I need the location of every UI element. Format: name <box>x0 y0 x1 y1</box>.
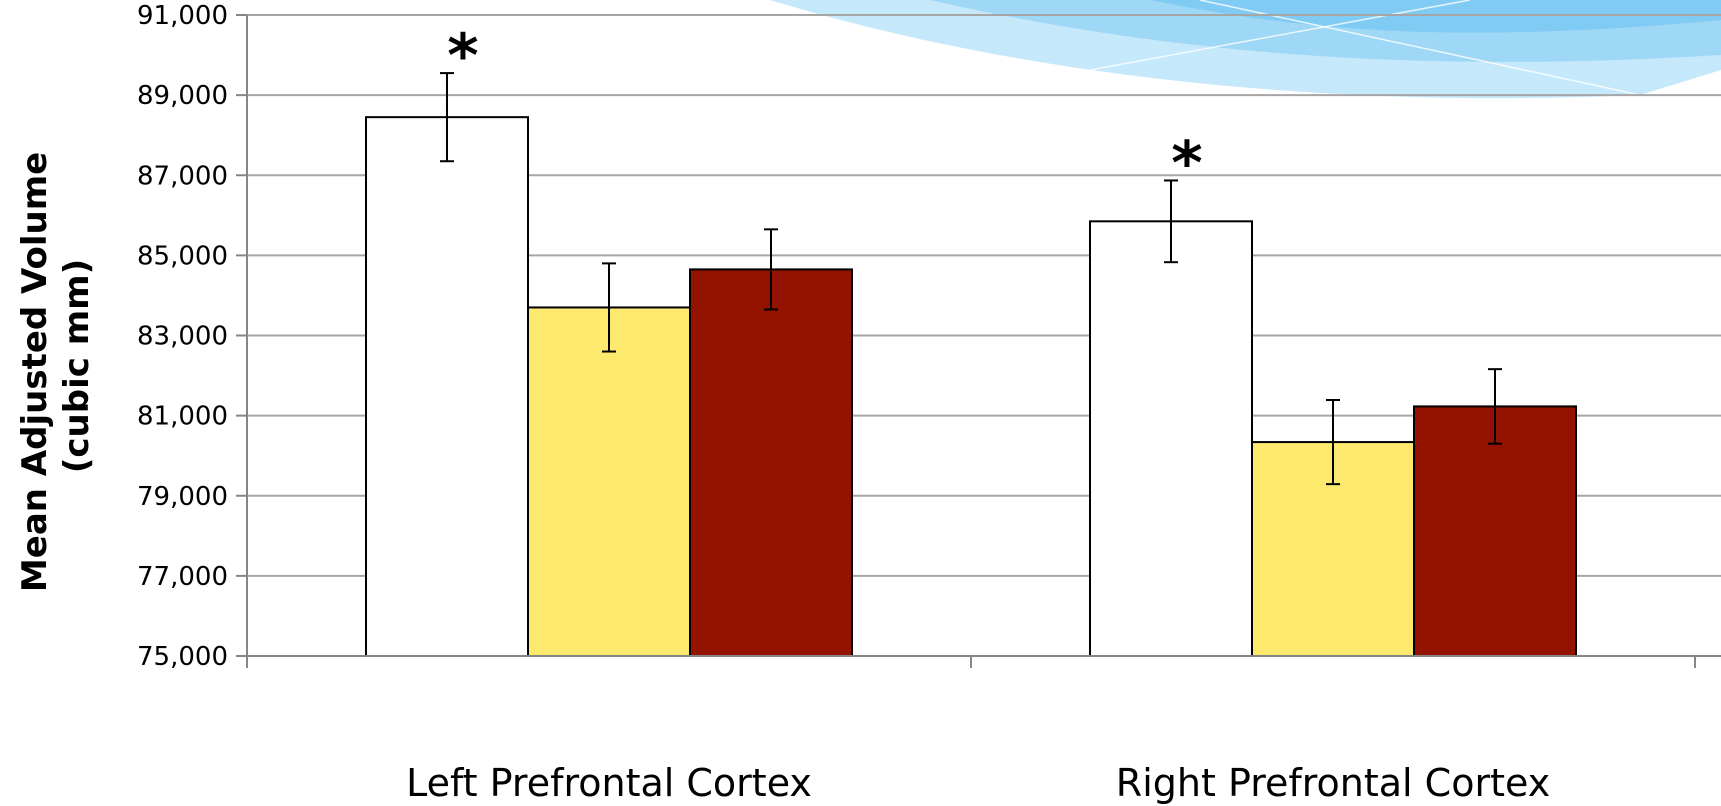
swoosh-shape-dark <box>1150 0 1721 33</box>
y-tick-label: 87,000 <box>137 161 228 191</box>
significance-asterisk: * <box>447 21 478 91</box>
x-category-label: Left Prefrontal Cortex <box>406 761 812 805</box>
x-category-label: Right Prefrontal Cortex <box>1116 761 1550 805</box>
y-tick-label: 81,000 <box>137 402 228 432</box>
bar <box>365 116 529 658</box>
error-bars <box>440 72 1502 486</box>
bar <box>1089 220 1253 657</box>
swoosh-line <box>1089 0 1471 71</box>
bar <box>689 268 853 657</box>
bar <box>527 306 691 657</box>
y-axis-ticks: 75,000 77,000 79,000 81,000 83,000 85,000 87,0… <box>137 1 247 672</box>
y-tick-label: 75,000 <box>137 642 228 672</box>
y-axis-title: Mean Adjusted Volume (cubic mm) <box>15 140 97 592</box>
bar <box>1413 405 1577 657</box>
y-axis-title-line1: Mean Adjusted Volume <box>15 152 55 592</box>
y-tick-label: 77,000 <box>137 562 228 592</box>
y-axis-title-line2: (cubic mm) <box>57 259 97 473</box>
significance-asterisk: * <box>1171 128 1202 198</box>
bars <box>365 116 1577 658</box>
y-tick-label: 79,000 <box>137 482 228 512</box>
y-tick-label: 85,000 <box>137 241 228 271</box>
x-axis-categories: Left Prefrontal Cortex Right Prefrontal C… <box>406 761 1550 805</box>
y-tick-label: 83,000 <box>137 322 228 352</box>
y-tick-label: 89,000 <box>137 81 228 111</box>
axes <box>246 15 1721 668</box>
y-tick-label: 91,000 <box>137 1 228 31</box>
significance-markers: ** <box>447 21 1202 198</box>
